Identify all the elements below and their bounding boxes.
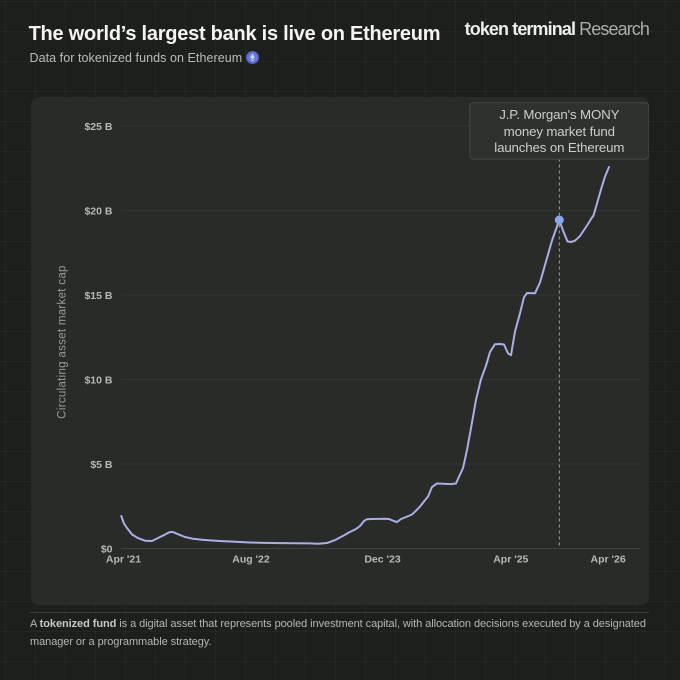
svg-text:launches on Ethereum: launches on Ethereum bbox=[494, 140, 624, 155]
svg-text:Apr '26: Apr '26 bbox=[591, 554, 626, 566]
svg-text:$5 B: $5 B bbox=[90, 459, 113, 471]
svg-text:$0: $0 bbox=[101, 544, 113, 556]
svg-text:$15 B: $15 B bbox=[84, 290, 112, 302]
svg-text:Apr '21: Apr '21 bbox=[106, 554, 141, 566]
svg-text:$25 B: $25 B bbox=[84, 121, 112, 133]
svg-text:Circulating asset market cap: Circulating asset market cap bbox=[57, 265, 69, 419]
svg-text:Dec '23: Dec '23 bbox=[364, 554, 401, 566]
svg-text:$20 B: $20 B bbox=[84, 206, 112, 218]
svg-text:$10 B: $10 B bbox=[84, 375, 112, 387]
svg-text:Apr '25: Apr '25 bbox=[493, 554, 528, 566]
svg-text:J.P. Morgan's MONY: J.P. Morgan's MONY bbox=[499, 107, 619, 122]
svg-text:Aug '22: Aug '22 bbox=[232, 554, 270, 566]
svg-text:money market fund: money market fund bbox=[504, 124, 615, 139]
